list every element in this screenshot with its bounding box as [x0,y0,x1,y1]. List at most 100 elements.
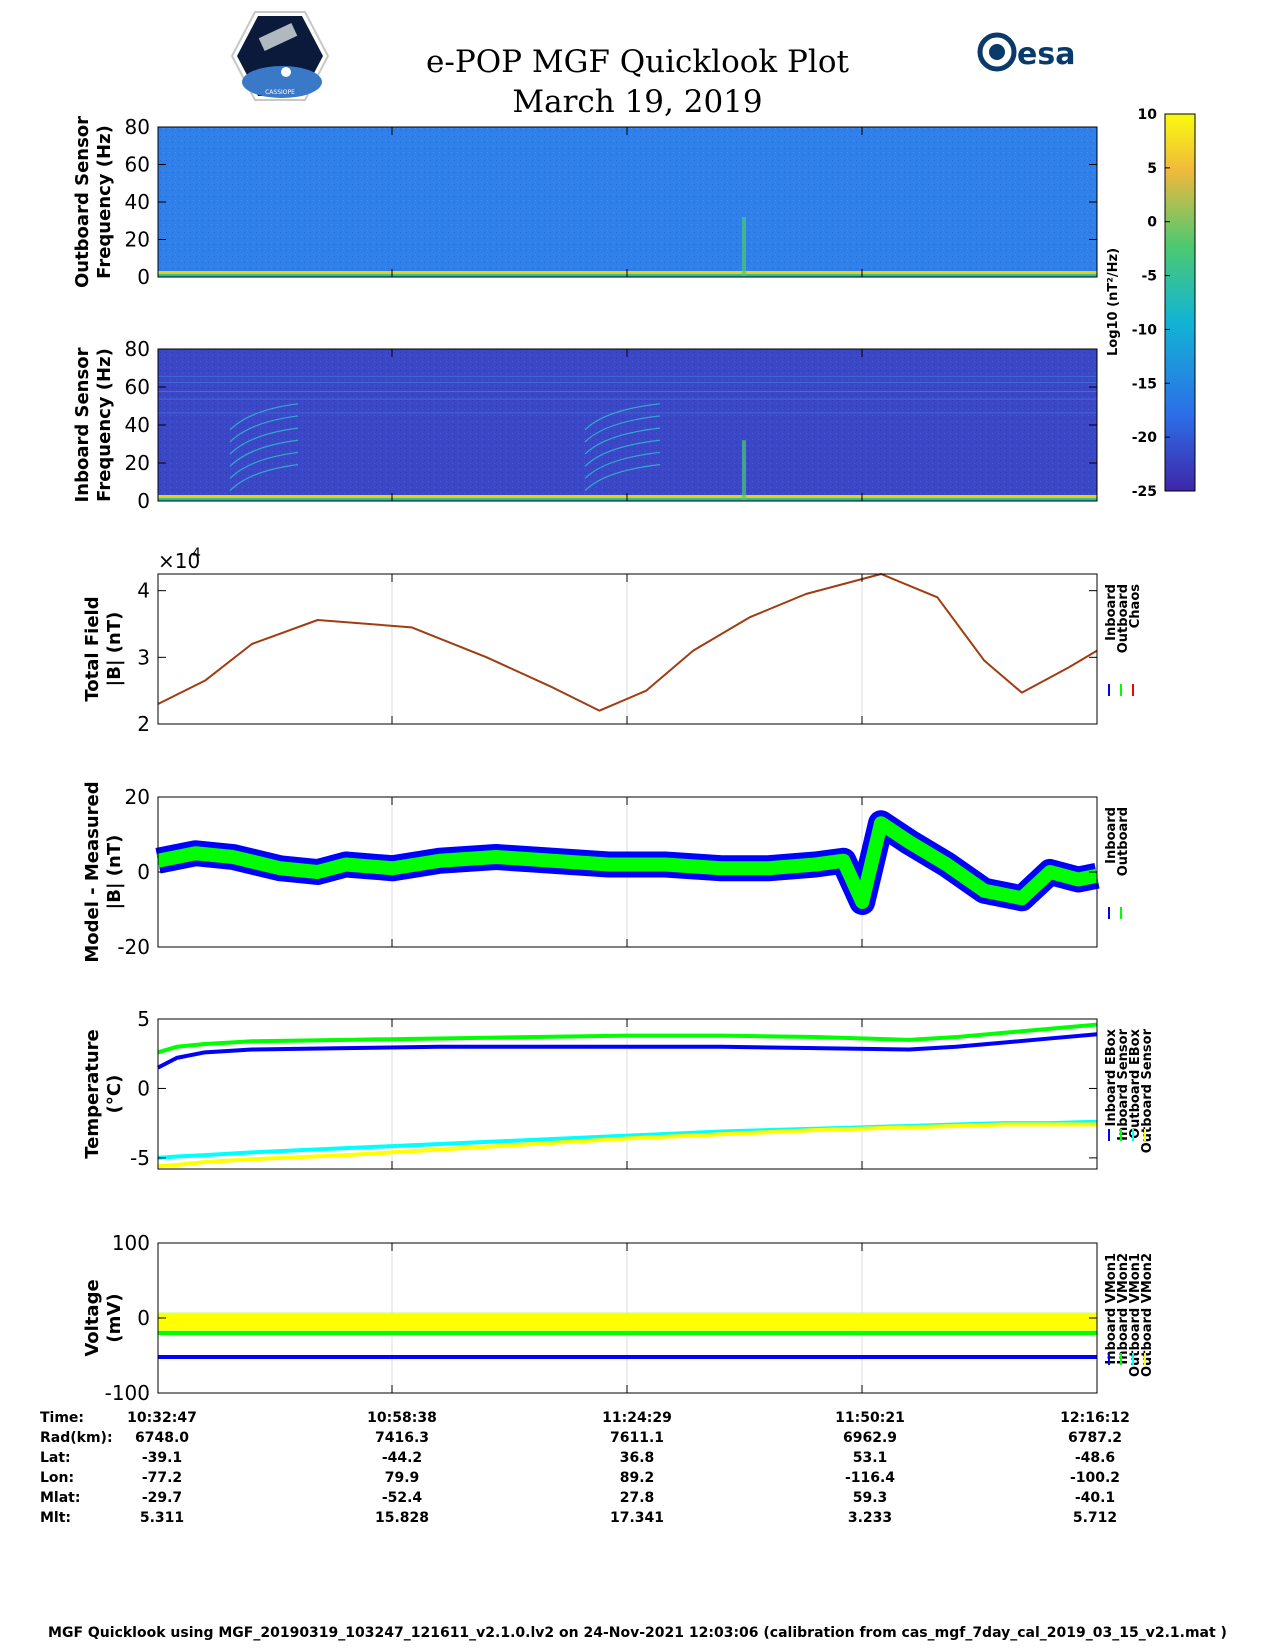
ephemeris-value-lat: 36.8 [619,1450,655,1466]
panel-2: 80 60 40 20 0 Inboard Sensor Frequency (Hz) [72,337,1098,513]
whistler-trace [229,464,299,492]
ephemeris-value-lat: 53.1 [852,1450,888,1466]
legend-label: Inboard Sensor [1116,1028,1131,1140]
y-tick-label: 40 [125,190,150,214]
y-tick-label: 80 [125,337,150,361]
y-tick-label: 0 [137,860,150,884]
legend-label: Inboard EBox [1104,1028,1119,1126]
ephemeris-value-time: 10:32:47 [127,1410,197,1426]
legend-label: Outboard [1116,807,1131,876]
ephemeris-value-lon: -77.2 [141,1470,183,1486]
y-tick-label: -100 [105,1381,150,1405]
esa-logo-text: esa [1017,37,1075,72]
y-tick-label: 0 [137,1306,150,1330]
legend-label: Inboard VMon2 [1116,1253,1131,1365]
ephemeris-value-lat: -39.1 [141,1450,183,1466]
y-axis-label: Model - Measured [82,781,103,962]
page-date: March 19, 2019 [512,84,763,120]
ephemeris-row-label: Mlt: [40,1510,72,1526]
whistler-trace [229,415,299,443]
legend-label: Inboard [1104,807,1119,864]
series-line-chaos [157,573,1098,712]
series-line-outboard [156,816,1099,909]
ephemeris-value-rad: 6787.2 [1067,1430,1123,1446]
legend-label: Inboard VMon1 [1104,1253,1119,1365]
y-axis-label: Voltage [82,1279,103,1356]
y-axis-label: Temperature [82,1029,103,1158]
page-title: e-POP MGF Quicklook Plot [426,44,849,80]
legend-label: Outboard VMon2 [1140,1253,1155,1377]
y-tick-label: 3 [137,645,150,669]
y-tick-label: 0 [137,489,150,513]
whistler-trace [584,403,661,431]
y-axis-label: Frequency (Hz) [94,348,115,502]
epop-mission-logo: CASSIOPE [230,11,330,101]
axis-exponent-power: 4 [192,546,201,562]
colorbar-tick-label: 5 [1147,161,1157,177]
legend-label: Inboard [1104,584,1119,641]
y-tick-label: 20 [125,228,150,252]
ephemeris-row-label: Lon: [40,1470,75,1486]
ephemeris-row-label: Mlat: [40,1490,81,1506]
colorbar-tick-label: 10 [1138,107,1158,123]
spectrogram-image [158,349,1097,501]
series-line-inboard-ebox [157,1032,1098,1070]
ephemeris-value-mlt: 5.311 [139,1510,185,1526]
legend-label: Outboard [1116,584,1131,653]
colorbar-tick-label: 0 [1147,215,1157,231]
ephemeris-value-rad: 6962.9 [842,1430,898,1446]
y-axis-label: Total Field [82,596,103,701]
axis-exponent: ×10 [158,549,200,573]
whistler-trace [229,403,299,431]
whistler-trace [584,439,661,467]
ephemeris-row-label: Rad(km): [40,1430,113,1446]
whistler-trace [584,427,661,455]
whistler-trace [229,427,299,455]
y-axis-label: Inboard Sensor [72,347,93,502]
whistler-trace [584,415,661,443]
ephemeris-value-lat: -44.2 [381,1450,423,1466]
ephemeris-value-mlat: 59.3 [852,1490,888,1506]
ephemeris-value-rad: 7416.3 [374,1430,430,1446]
whistler-trace [229,451,299,479]
y-tick-label: 5 [137,1007,150,1031]
colorbar-scale [1164,113,1196,492]
whistler-trace [229,439,299,467]
ephemeris-value-mlt: 5.712 [1072,1510,1118,1526]
legend-label: Chaos [1128,584,1143,628]
y-tick-label: 100 [112,1231,150,1255]
y-tick-label: 40 [125,413,150,437]
y-tick-label: 20 [125,785,150,809]
ephemeris-value-lon: -116.4 [844,1470,896,1486]
ephemeris-row-label: Lat: [40,1450,71,1466]
spectrogram-image [158,127,1097,277]
legend-label: Outboard EBox [1128,1028,1143,1138]
spectrogram-burst [742,217,746,277]
y-tick-label: 60 [125,375,150,399]
ephemeris-value-mlat: 27.8 [619,1490,655,1506]
ephemeris-value-mlat: -52.4 [381,1490,423,1506]
colorbar-tick-label: -25 [1132,484,1157,500]
esa-logo: esa [977,32,1075,72]
ephemeris-value-lon: 89.2 [619,1470,655,1486]
colorbar-tick-label: -10 [1132,322,1158,338]
y-axis-label: |B| (nT) [104,612,125,687]
ephemeris-value-mlt: 3.233 [847,1510,893,1526]
y-axis-label: |B| (nT) [104,835,125,910]
y-tick-label: 0 [137,1076,150,1100]
y-axis-label: Outboard Sensor [72,116,93,288]
y-tick-label: 0 [137,265,150,289]
ephemeris-value-lat: -48.6 [1074,1450,1116,1466]
ephemeris-value-time: 11:50:21 [835,1410,905,1426]
ephemeris-value-rad: 7611.1 [609,1430,665,1446]
legend-label: Outboard Sensor [1140,1028,1155,1153]
series-line-outboard-sensor [157,1122,1097,1169]
footer-caption: MGF Quicklook using MGF_20190319_103247_… [48,1625,1227,1641]
ephemeris-value-rad: 6748.0 [134,1430,190,1446]
